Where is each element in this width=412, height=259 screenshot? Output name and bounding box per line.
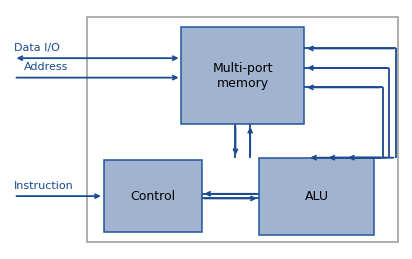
Bar [181, 27, 304, 124]
Bar [259, 158, 374, 235]
Text: ALU: ALU [304, 190, 328, 203]
Text: Data I/O: Data I/O [14, 43, 60, 53]
Text: Control: Control [130, 190, 176, 203]
Text: Multi-port
memory: Multi-port memory [213, 62, 273, 90]
Text: Instruction: Instruction [14, 181, 73, 191]
Bar [87, 17, 398, 242]
Text: Address: Address [24, 62, 68, 73]
Bar [104, 160, 202, 232]
